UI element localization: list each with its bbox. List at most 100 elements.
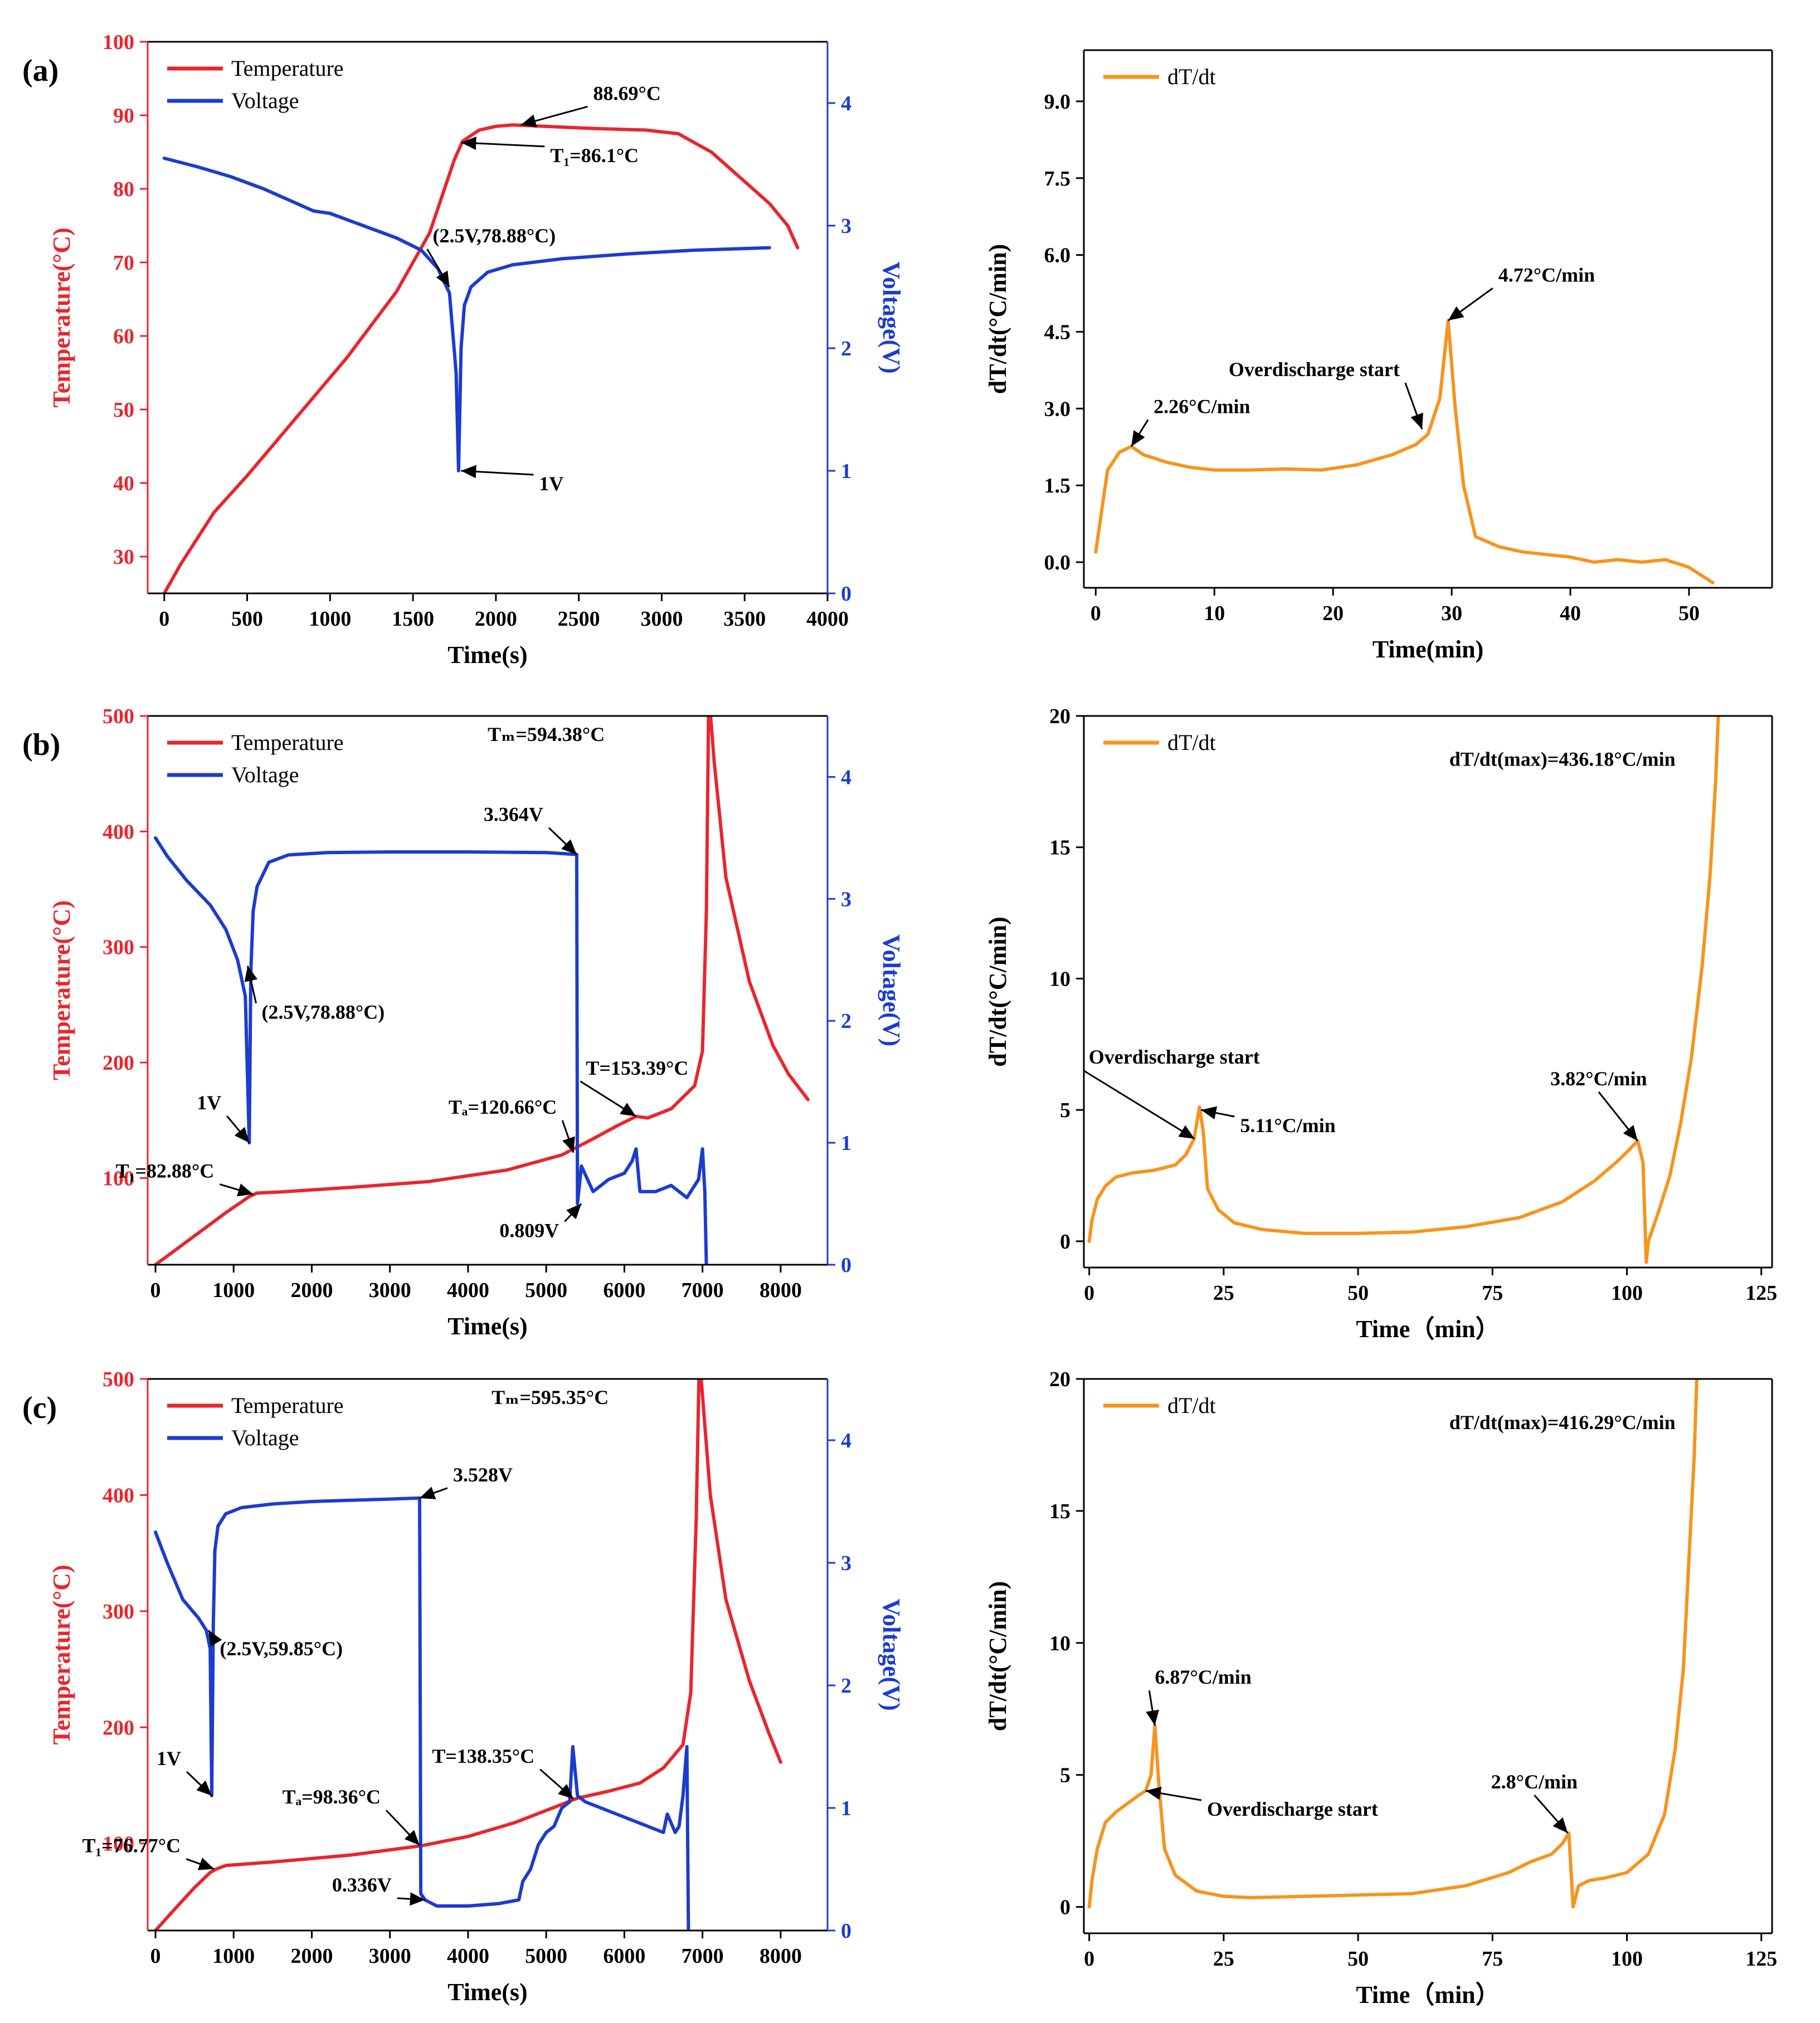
y2-axis-label: Voltage(V) — [878, 1598, 905, 1710]
y-tick-label: 500 — [103, 705, 134, 728]
y-tick-label: 200 — [103, 1716, 134, 1739]
x-tick-label: 7000 — [682, 1944, 724, 1968]
x-tick-label: 5000 — [525, 1279, 567, 1302]
annotation-label: 6.87°C/min — [1155, 1666, 1251, 1688]
annotation-label: T=138.35°C — [432, 1745, 534, 1767]
y2-axis-label: Voltage(V) — [878, 934, 905, 1046]
annotation-label: Tₘ=594.38°C — [488, 723, 605, 745]
y2-tick-label: 4 — [841, 766, 851, 789]
y-axis-label: Temperature(°C) — [48, 227, 75, 407]
y2-tick-label: 1 — [841, 1132, 851, 1155]
chart-b-left: (b)0 1000 2000 3000 4000 5000 6000 7000 80001002… — [22, 705, 905, 1340]
y-tick-label: 10 — [1049, 967, 1070, 991]
y-tick-label: 40 — [113, 472, 134, 495]
annotation-arrow — [461, 465, 534, 479]
y2-tick-label: 1 — [841, 460, 851, 483]
annotation-arrow — [1130, 419, 1149, 447]
annotation-label: 88.69°C — [593, 82, 661, 104]
y2-tick-label: 4 — [841, 1429, 851, 1452]
y-tick-label: 100 — [103, 31, 134, 54]
y-tick-label: 0 — [1060, 1230, 1070, 1254]
annotation-label: 2.26°C/min — [1154, 395, 1250, 417]
y2-tick-label: 0 — [841, 582, 851, 606]
annotation-label: Tₐ=120.66°C — [449, 1096, 557, 1118]
x-tick-label: 7000 — [682, 1279, 724, 1302]
legend-label: Voltage — [231, 88, 299, 113]
legend-label: dT/dt — [1167, 730, 1216, 755]
annotation-label: 1V — [197, 1091, 221, 1114]
x-tick-label: 75 — [1482, 1947, 1503, 1971]
x-axis-label: Time（min） — [1356, 1315, 1500, 1343]
x-tick-label: 4000 — [447, 1944, 489, 1968]
panel-label: (a) — [22, 53, 59, 88]
y2-tick-label: 3 — [841, 888, 851, 911]
x-tick-label: 3000 — [640, 607, 683, 631]
y-tick-label: 80 — [113, 178, 134, 201]
x-tick-label: 6000 — [603, 1944, 645, 1968]
x-tick-label: 40 — [1560, 602, 1581, 625]
y-axis-label: dT/dt(°C/min) — [984, 244, 1011, 394]
x-tick-label: 0 — [150, 1944, 161, 1968]
series-line-voltage — [162, 157, 771, 472]
x-tick-label: 2500 — [558, 607, 600, 631]
y2-tick-label: 2 — [841, 1674, 851, 1698]
series-line-dt-dt — [1087, 716, 1720, 1264]
y-tick-label: 4.5 — [1044, 320, 1071, 344]
annotation-label: Tₐ=98.36°C — [283, 1786, 381, 1808]
y2-tick-label: 1 — [841, 1797, 851, 1820]
y2-tick-label: 3 — [841, 1552, 851, 1575]
x-axis-label: Time(s) — [447, 641, 527, 669]
annotation-arrow — [385, 1810, 421, 1846]
y-tick-label: 3.0 — [1044, 397, 1071, 421]
annotation-label: (2.5V,59.85°C) — [220, 1637, 343, 1660]
y-axis-label: dT/dt(°C/min) — [984, 917, 1011, 1066]
x-tick-label: 8000 — [760, 1279, 802, 1302]
panel-label: (b) — [22, 728, 60, 762]
chart-a-left: (a)0 500 1000 1500 2000 2500 3000 3500 400030405… — [22, 31, 905, 669]
annotation-label: dT/dt(max)=416.29°C/min — [1449, 1411, 1676, 1434]
x-tick-label: 3000 — [369, 1279, 411, 1302]
annotation-arrow — [1201, 1106, 1235, 1120]
annotation-label: Overdischarge start — [1207, 1798, 1378, 1820]
y-tick-label: 7.5 — [1044, 167, 1071, 191]
y-tick-label: 100 — [103, 1167, 134, 1190]
y2-tick-label: 2 — [841, 337, 851, 360]
x-axis-label: Time(s) — [447, 1978, 527, 2006]
x-tick-label: 0 — [1091, 602, 1101, 625]
annotation-arrow — [1145, 1786, 1202, 1801]
annotation-label: Overdischarge start — [1229, 358, 1400, 381]
x-tick-label: 2000 — [475, 607, 517, 631]
legend-label: Temperature — [231, 1393, 344, 1418]
x-tick-label: 2000 — [290, 1279, 333, 1302]
annotation-label: 3.528V — [453, 1464, 513, 1486]
chart-b-right: 0 25 50 75 100 125 0 5 10 15 20 Time（min） dT/dt(°C/m… — [984, 705, 1777, 1343]
annotation-arrow — [1082, 1069, 1195, 1140]
annotation-label: Tₘ=595.35°C — [492, 1386, 609, 1408]
x-tick-label: 1000 — [212, 1944, 255, 1968]
annotation-label: Overdischarge start — [1089, 1046, 1260, 1068]
annotation-label: 1V — [539, 472, 563, 495]
annotation-arrow — [426, 248, 450, 287]
x-tick-label: 2000 — [290, 1944, 333, 1968]
annotation-label: dT/dt(max)=436.18°C/min — [1449, 748, 1676, 771]
annotation-label: 0.336V — [332, 1874, 392, 1896]
y-tick-label: 30 — [113, 545, 134, 569]
x-tick-label: 5000 — [525, 1944, 567, 1968]
chart-a-right: 0 10 20 30 40 50 0.0 1.5 3.0 4.5 6.0 7.5 9.0 Time(min… — [984, 49, 1773, 663]
y-tick-label: 1.5 — [1044, 474, 1071, 498]
series-line-dt-dt — [1087, 1379, 1699, 1909]
y-tick-label: 0 — [1060, 1896, 1070, 1919]
x-tick-label: 500 — [231, 607, 263, 631]
annotation-label: 3.364V — [484, 803, 543, 826]
x-tick-label: 6000 — [603, 1279, 645, 1302]
series-line-temperature — [154, 1379, 782, 1931]
annotation-label: T₁=82.88°C — [116, 1160, 215, 1182]
annotation-arrow — [226, 1115, 250, 1144]
x-tick-label: 25 — [1213, 1947, 1234, 1971]
x-tick-label: 50 — [1678, 602, 1700, 625]
series-line-voltage — [154, 836, 708, 1265]
x-tick-label: 8000 — [760, 1944, 802, 1968]
y-axis-label: dT/dt(°C/min) — [984, 1581, 1011, 1731]
annotation-arrow — [208, 1630, 222, 1647]
legend-label: Temperature — [231, 56, 344, 81]
